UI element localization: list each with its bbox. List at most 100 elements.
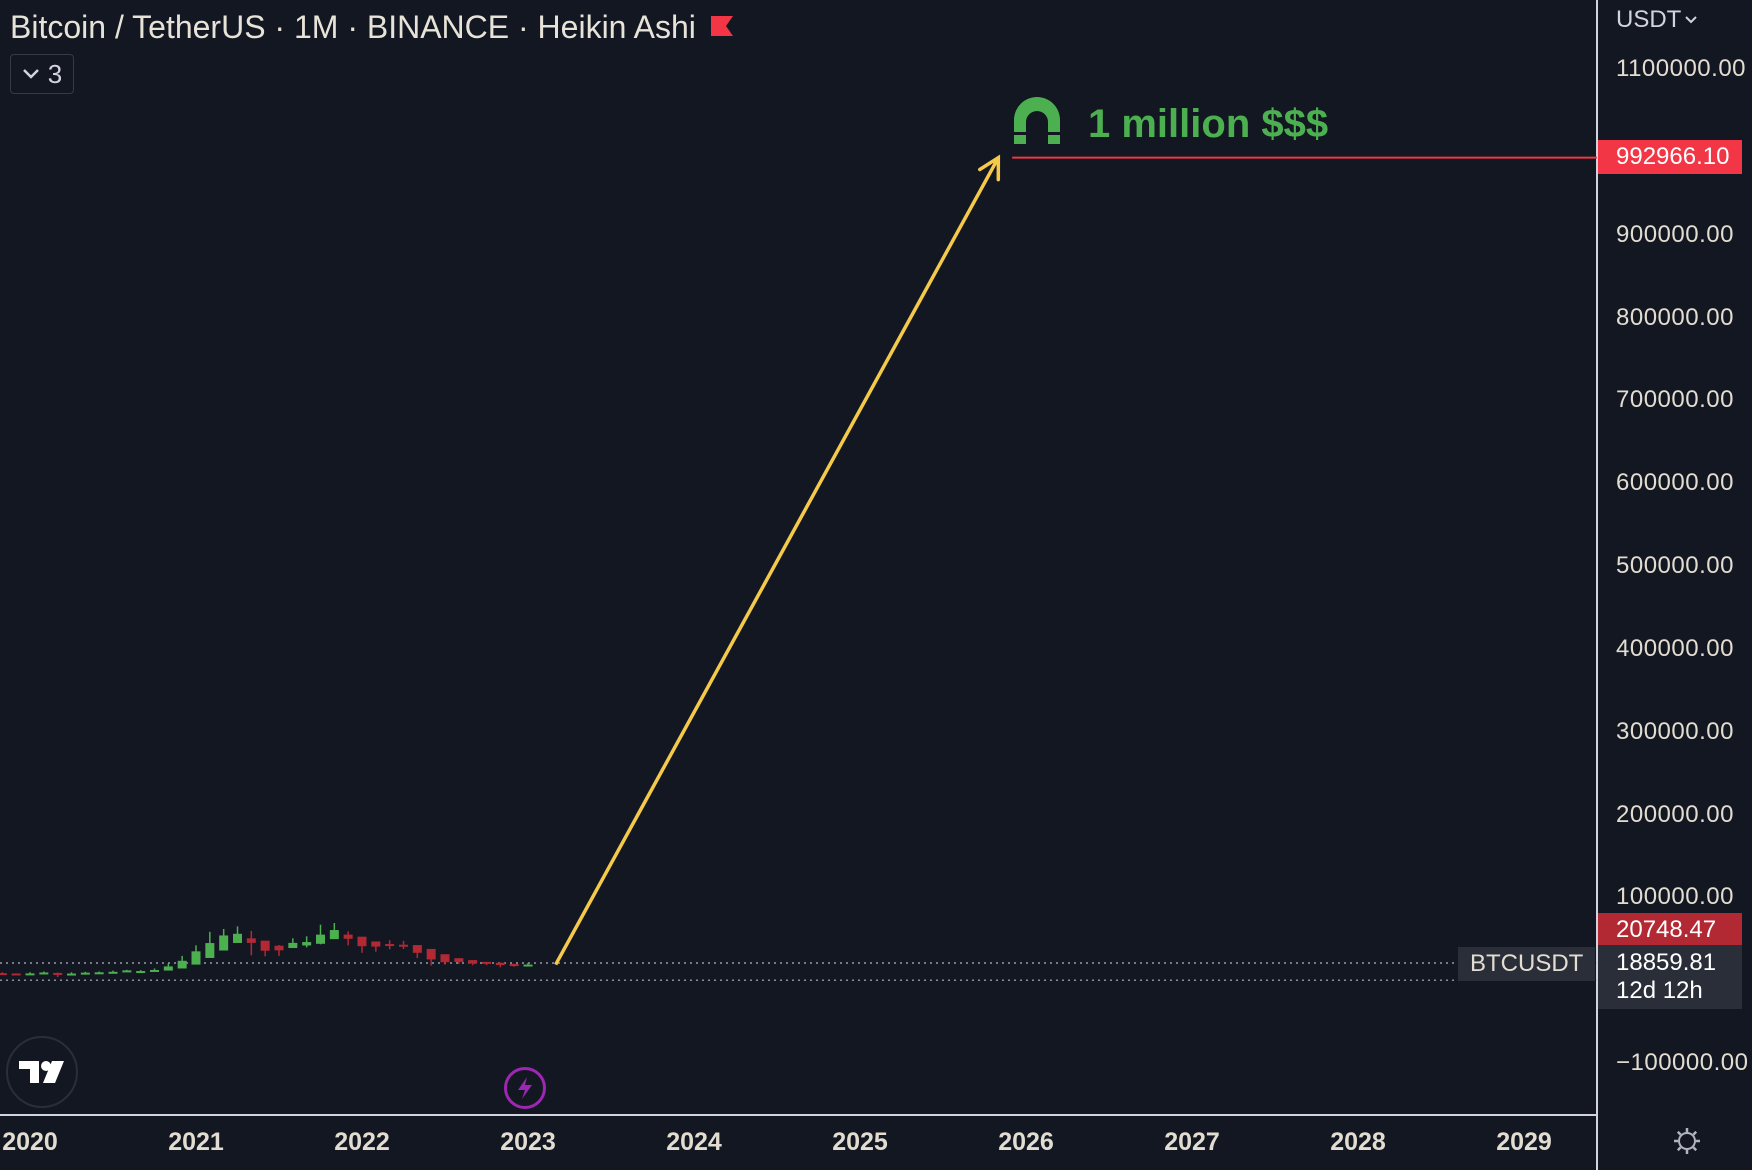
candle-body	[440, 954, 450, 963]
candle-2020-08[interactable]	[122, 969, 132, 973]
candle-body	[39, 972, 49, 975]
candle-2022-12[interactable]	[509, 963, 519, 967]
gear-icon[interactable]	[1672, 1126, 1702, 1156]
candle-2020-04[interactable]	[67, 972, 76, 976]
candle-2020-12[interactable]	[177, 955, 187, 969]
tradingview-logo[interactable]	[6, 1036, 78, 1108]
time-axis-label: 2028	[1330, 1128, 1386, 1156]
candle-2020-07[interactable]	[108, 970, 118, 974]
candle-2023-01[interactable]	[523, 962, 533, 967]
candle-2020-01[interactable]	[25, 972, 35, 976]
candle-body	[509, 963, 519, 967]
candle-body	[371, 941, 381, 947]
candle-body	[233, 933, 242, 943]
candle-2022-02[interactable]	[371, 941, 381, 952]
candle-body	[0, 973, 7, 976]
candle-2020-10[interactable]	[150, 968, 159, 972]
candle-2021-08[interactable]	[288, 938, 298, 949]
last-price: 18859.81	[1616, 949, 1717, 976]
candle-body	[274, 945, 284, 951]
tradingview-logo-mark	[19, 1061, 64, 1083]
candle-body	[385, 944, 395, 947]
price-axis-label: 400000.00	[1616, 634, 1734, 662]
trend-arrow[interactable]	[554, 156, 1000, 966]
legend-title[interactable]: Bitcoin / TetherUS · 1M · BINANCE · Heik…	[10, 8, 704, 46]
candle-2022-08[interactable]	[454, 958, 464, 965]
time-axis-label: 2022	[334, 1128, 390, 1156]
candle-2022-03[interactable]	[385, 940, 395, 950]
candle-2022-04[interactable]	[399, 940, 408, 950]
candle-2021-02[interactable]	[205, 931, 215, 958]
candle-body	[53, 972, 63, 975]
candle-2022-01[interactable]	[357, 936, 367, 953]
candle-2022-05[interactable]	[412, 945, 422, 959]
candle-body	[329, 930, 339, 940]
trend-arrow-head	[978, 154, 1001, 182]
annotation-text[interactable]: 1 million $$$	[1088, 102, 1329, 146]
magnet-icon[interactable]	[1010, 96, 1064, 144]
candle-2020-11[interactable]	[163, 963, 173, 971]
candle-2021-05[interactable]	[246, 930, 256, 956]
lightning-icon[interactable]	[504, 1067, 546, 1109]
candle-body	[260, 940, 270, 951]
price-axis-label: 900000.00	[1616, 220, 1734, 248]
time-axis-label: 2025	[832, 1128, 888, 1156]
candle-2021-03[interactable]	[219, 928, 229, 951]
candle-2021-09[interactable]	[302, 936, 312, 948]
candle-2022-09[interactable]	[468, 960, 478, 966]
target-price-tag: 992966.10	[1598, 140, 1742, 174]
price-axis-label: 100000.00	[1616, 883, 1734, 911]
candle-2022-06[interactable]	[426, 948, 436, 966]
candle-2021-10[interactable]	[316, 924, 325, 945]
candle-body	[163, 966, 173, 971]
candle-body	[205, 943, 215, 958]
price-axis-label: 800000.00	[1616, 303, 1734, 331]
flag-icon[interactable]	[709, 14, 735, 38]
time-axis-label: 2020	[2, 1128, 58, 1156]
chevron-down-icon	[22, 69, 39, 79]
candle-2021-04[interactable]	[233, 926, 242, 943]
candle-2020-02[interactable]	[39, 971, 49, 975]
candle-2019-11[interactable]	[0, 972, 7, 976]
candle-body	[316, 934, 325, 944]
candle-2020-05[interactable]	[80, 971, 90, 975]
candle-body	[219, 935, 229, 951]
time-axis-label: 2027	[1164, 1128, 1220, 1156]
candle-body	[399, 944, 408, 947]
candle-2020-03[interactable]	[53, 972, 63, 978]
indicators-collapse-button[interactable]: 3	[10, 54, 74, 94]
candle-body	[94, 972, 104, 975]
price-axis-label: 600000.00	[1616, 469, 1734, 497]
candle-2021-01[interactable]	[191, 945, 201, 965]
candle-2022-07[interactable]	[440, 954, 450, 965]
price-axis-label: 300000.00	[1616, 717, 1734, 745]
candle-body	[426, 948, 436, 960]
indicators-count: 3	[47, 58, 63, 89]
candle-2020-06[interactable]	[94, 971, 104, 975]
candle-body	[357, 936, 367, 947]
candle-2021-11[interactable]	[329, 923, 339, 940]
candle-2022-11[interactable]	[495, 962, 505, 968]
candle-body	[11, 973, 21, 976]
candle-2022-10[interactable]	[482, 961, 491, 966]
price-axis-label: 200000.00	[1616, 800, 1734, 828]
price-axis-label: 1100000.00	[1616, 55, 1747, 82]
currency-label: USDT	[1616, 6, 1682, 33]
candle-2021-12[interactable]	[343, 931, 353, 946]
candle-body	[136, 971, 146, 974]
candle-2020-09[interactable]	[136, 970, 146, 974]
candle-body	[343, 934, 353, 939]
chevron-down-icon	[1685, 16, 1698, 24]
candle-body	[246, 938, 256, 943]
candle-2019-12[interactable]	[11, 973, 21, 976]
symbol-tag: BTCUSDT	[1458, 947, 1596, 981]
time-axis-label: 2026	[998, 1128, 1054, 1156]
currency-selector[interactable]: USDT	[1616, 6, 1698, 34]
price-axis-label: 500000.00	[1616, 552, 1734, 579]
candle-2021-07[interactable]	[274, 945, 284, 956]
time-axis-label: 2029	[1496, 1128, 1552, 1156]
candle-body	[191, 951, 201, 965]
candle-2021-06[interactable]	[260, 940, 270, 957]
candle-body	[523, 964, 533, 967]
